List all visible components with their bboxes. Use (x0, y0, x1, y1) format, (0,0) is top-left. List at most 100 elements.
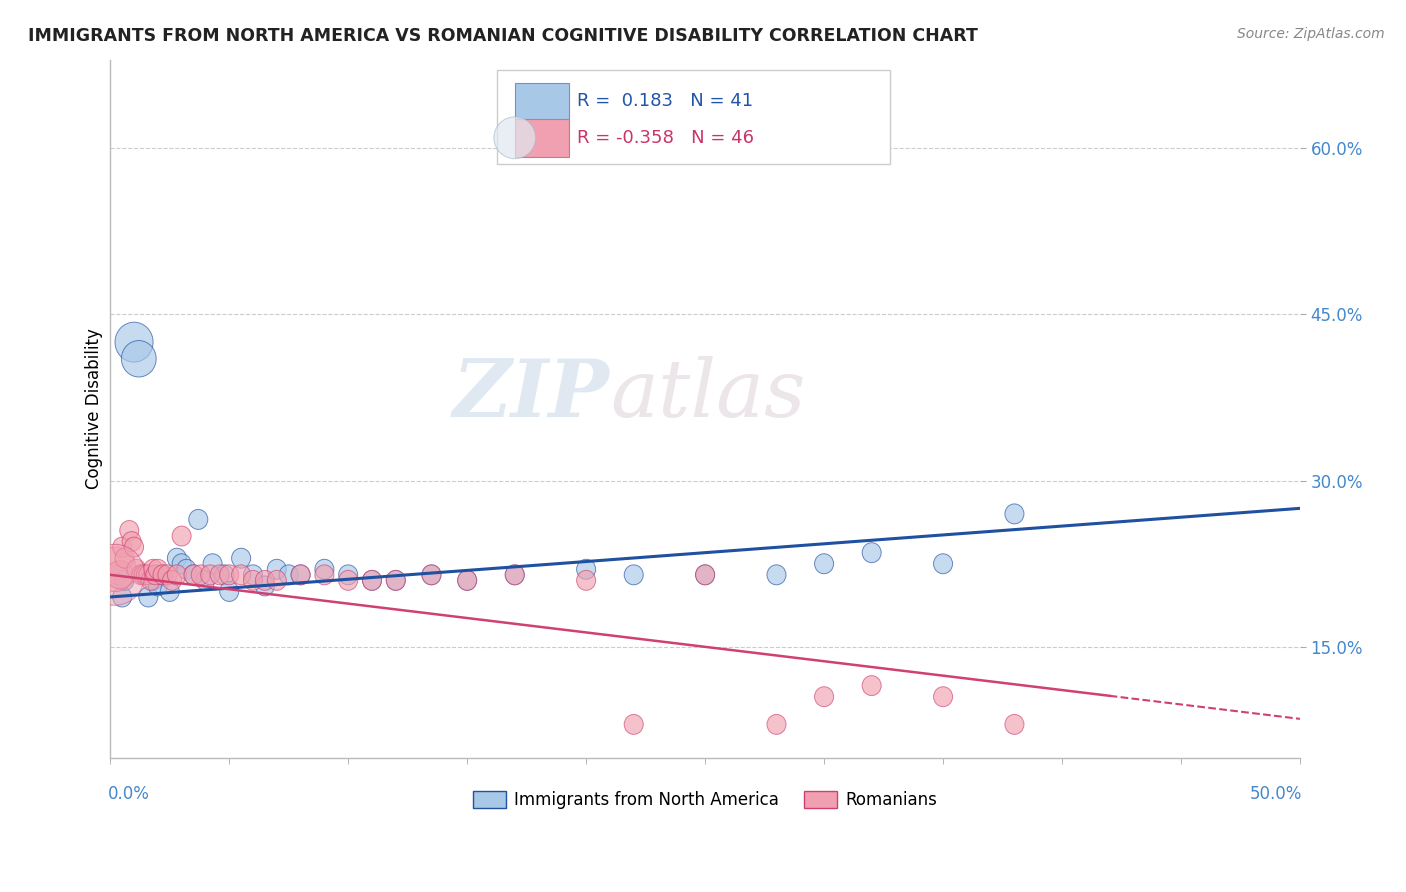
Ellipse shape (505, 565, 524, 585)
Ellipse shape (267, 570, 287, 591)
Ellipse shape (1005, 504, 1024, 524)
Ellipse shape (363, 570, 381, 591)
Ellipse shape (201, 565, 219, 585)
Ellipse shape (256, 570, 274, 591)
Ellipse shape (766, 565, 786, 585)
Ellipse shape (280, 565, 298, 585)
Ellipse shape (624, 714, 643, 734)
Text: 0.0%: 0.0% (108, 785, 150, 804)
Ellipse shape (862, 542, 882, 563)
Ellipse shape (243, 565, 263, 585)
Ellipse shape (122, 532, 141, 551)
Text: R = -0.358   N = 46: R = -0.358 N = 46 (576, 128, 754, 147)
Ellipse shape (1005, 714, 1024, 734)
Ellipse shape (387, 570, 405, 591)
Ellipse shape (148, 576, 167, 596)
Ellipse shape (291, 565, 311, 585)
Ellipse shape (125, 537, 143, 558)
Ellipse shape (219, 565, 239, 585)
Ellipse shape (153, 565, 172, 585)
Ellipse shape (112, 537, 132, 558)
Ellipse shape (94, 547, 136, 591)
Ellipse shape (219, 582, 239, 601)
Ellipse shape (177, 559, 195, 579)
Ellipse shape (291, 565, 311, 585)
Ellipse shape (167, 549, 187, 568)
Ellipse shape (132, 565, 150, 585)
Ellipse shape (107, 561, 134, 589)
Ellipse shape (195, 570, 215, 591)
Ellipse shape (157, 565, 177, 585)
Ellipse shape (172, 554, 191, 574)
Ellipse shape (115, 549, 134, 568)
Ellipse shape (215, 565, 233, 585)
Ellipse shape (143, 559, 163, 579)
Ellipse shape (108, 565, 127, 585)
Ellipse shape (148, 559, 167, 579)
Ellipse shape (243, 570, 263, 591)
Ellipse shape (146, 565, 165, 585)
Ellipse shape (422, 565, 441, 585)
Ellipse shape (505, 565, 524, 585)
Text: Source: ZipAtlas.com: Source: ZipAtlas.com (1237, 27, 1385, 41)
Text: 50.0%: 50.0% (1250, 785, 1302, 804)
Ellipse shape (339, 570, 357, 591)
Ellipse shape (86, 544, 145, 606)
Ellipse shape (256, 576, 274, 596)
Ellipse shape (188, 509, 208, 529)
Text: ZIP: ZIP (453, 356, 610, 434)
Ellipse shape (172, 526, 191, 546)
Ellipse shape (766, 714, 786, 734)
Ellipse shape (153, 565, 172, 585)
Ellipse shape (120, 521, 139, 541)
Ellipse shape (494, 117, 536, 159)
Ellipse shape (136, 565, 156, 585)
Ellipse shape (232, 549, 250, 568)
Ellipse shape (457, 570, 477, 591)
Text: R =  0.183   N = 41: R = 0.183 N = 41 (576, 92, 752, 110)
FancyBboxPatch shape (515, 119, 569, 157)
Ellipse shape (624, 565, 643, 585)
Ellipse shape (696, 565, 714, 585)
Ellipse shape (387, 570, 405, 591)
Ellipse shape (134, 565, 153, 585)
Ellipse shape (184, 565, 202, 585)
Ellipse shape (315, 565, 333, 585)
Ellipse shape (934, 687, 953, 706)
Ellipse shape (814, 554, 834, 574)
Ellipse shape (139, 587, 157, 607)
Ellipse shape (422, 565, 441, 585)
Ellipse shape (191, 565, 209, 585)
Ellipse shape (202, 554, 222, 574)
Ellipse shape (315, 559, 333, 579)
Ellipse shape (934, 554, 953, 574)
Ellipse shape (209, 565, 229, 585)
Ellipse shape (363, 570, 381, 591)
Ellipse shape (112, 587, 132, 607)
Ellipse shape (184, 565, 202, 585)
Ellipse shape (457, 570, 477, 591)
Ellipse shape (163, 570, 181, 591)
Ellipse shape (127, 559, 146, 579)
Ellipse shape (160, 582, 179, 601)
Ellipse shape (139, 565, 157, 585)
Text: IMMIGRANTS FROM NORTH AMERICA VS ROMANIAN COGNITIVE DISABILITY CORRELATION CHART: IMMIGRANTS FROM NORTH AMERICA VS ROMANIA… (28, 27, 979, 45)
FancyBboxPatch shape (515, 83, 569, 120)
Ellipse shape (576, 559, 596, 579)
Ellipse shape (696, 565, 714, 585)
Text: atlas: atlas (610, 356, 806, 434)
Ellipse shape (267, 559, 287, 579)
Ellipse shape (115, 570, 134, 591)
Ellipse shape (136, 565, 156, 585)
Ellipse shape (141, 570, 160, 591)
Ellipse shape (576, 570, 596, 591)
Legend: Immigrants from North America, Romanians: Immigrants from North America, Romanians (465, 784, 945, 815)
Ellipse shape (143, 570, 163, 591)
FancyBboxPatch shape (496, 70, 890, 164)
Ellipse shape (862, 675, 882, 696)
Y-axis label: Cognitive Disability: Cognitive Disability (86, 328, 103, 489)
Ellipse shape (232, 565, 250, 585)
Ellipse shape (167, 565, 187, 585)
Ellipse shape (814, 687, 834, 706)
Ellipse shape (115, 322, 153, 362)
